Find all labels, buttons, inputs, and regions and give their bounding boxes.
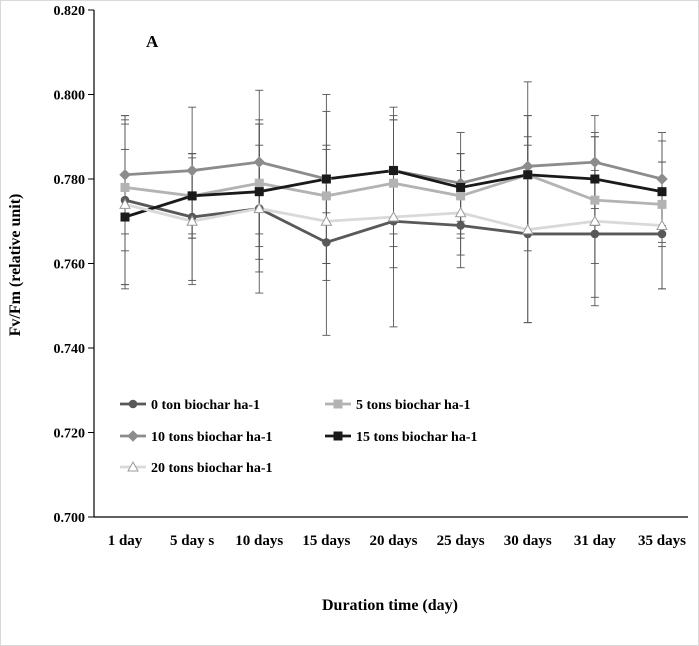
data-point-s2-6 xyxy=(522,160,534,173)
data-point-s4-1 xyxy=(186,215,198,226)
data-point-s3-5 xyxy=(456,182,466,192)
data-point-s1-5 xyxy=(456,191,466,201)
x-axis-title: Duration time (day) xyxy=(322,597,458,614)
data-point-s2-8 xyxy=(656,173,668,185)
data-point-s0-5 xyxy=(456,221,465,230)
legend-marker-3 xyxy=(333,431,343,441)
data-point-s3-8 xyxy=(657,187,667,197)
data-point-s3-2 xyxy=(254,187,264,197)
error-bars xyxy=(121,81,666,336)
x-tick-label: 20 days xyxy=(370,533,418,549)
x-tick-label: 10 days xyxy=(235,533,283,549)
legend-label-1: 5 tons biochar ha-1 xyxy=(356,398,470,413)
x-tick-label: 25 days xyxy=(437,533,485,549)
y-axis-title: Fv/Fm (relative unit) xyxy=(7,194,24,337)
data-point-s4-0 xyxy=(119,198,131,209)
data-point-s4-8 xyxy=(656,219,668,230)
x-tick-label: 1 day xyxy=(108,533,143,549)
legend-label-2: 10 tons biochar ha-1 xyxy=(151,430,272,445)
data-point-s3-3 xyxy=(321,174,331,184)
x-tick-label: 31 day xyxy=(574,533,617,549)
legend-label-4: 20 tons biochar ha-1 xyxy=(151,461,272,476)
y-tick-label: 0.800 xyxy=(54,89,86,104)
x-tick-label: 30 days xyxy=(504,533,552,549)
data-point-s4-2 xyxy=(253,202,266,214)
legend-label-0: 0 ton biochar ha-1 xyxy=(151,398,260,413)
legend-marker-0 xyxy=(128,399,138,409)
legend-marker-2 xyxy=(127,430,139,442)
y-tick-label: 0.740 xyxy=(54,342,86,357)
data-point-s1-8 xyxy=(657,199,667,209)
data-point-s1-7 xyxy=(590,195,600,205)
y-tick-label: 0.780 xyxy=(54,173,86,188)
data-point-s1-2 xyxy=(254,178,264,188)
legend-label-3: 15 tons biochar ha-1 xyxy=(356,430,477,445)
axes xyxy=(88,9,688,518)
data-point-s0-8 xyxy=(657,229,667,239)
y-tick-label: 0.820 xyxy=(54,4,86,19)
data-point-s4-5 xyxy=(454,206,467,218)
legend-marker-4 xyxy=(127,460,139,472)
data-point-s4-7 xyxy=(589,215,601,226)
series-markers xyxy=(119,156,668,247)
data-point-s3-6 xyxy=(523,170,533,180)
panel-label: A xyxy=(146,32,159,51)
data-point-s4-3 xyxy=(320,215,333,226)
data-point-s1-0 xyxy=(120,182,130,192)
y-tick-label: 0.760 xyxy=(54,258,86,273)
data-point-s0-3 xyxy=(322,238,331,247)
data-point-s2-2 xyxy=(253,156,265,168)
data-point-s3-0 xyxy=(120,212,130,222)
data-point-s1-4 xyxy=(389,178,398,188)
x-tick-label: 15 days xyxy=(302,533,350,549)
data-point-s2-7 xyxy=(589,156,601,168)
data-point-s3-1 xyxy=(187,191,197,201)
data-point-s2-0 xyxy=(119,169,131,181)
tick-labels: 0.700 0.720 0.740 0.760 0.780 0.800 0.820 1 day… xyxy=(54,4,687,549)
data-point-s3-7 xyxy=(590,174,600,184)
legend: 0 ton biochar ha-1 5 tons biochar ha-1 10 … xyxy=(120,398,477,476)
data-point-s3-4 xyxy=(389,166,398,176)
y-tick-label: 0.700 xyxy=(54,511,86,526)
x-tick-label: 35 days xyxy=(638,533,686,549)
x-tick-label: 5 day s xyxy=(170,533,214,549)
data-point-s4-4 xyxy=(387,210,400,222)
data-point-s1-3 xyxy=(321,191,331,201)
data-point-s4-6 xyxy=(521,223,534,235)
y-tick-label: 0.720 xyxy=(54,427,86,442)
data-point-s2-1 xyxy=(186,164,198,177)
legend-marker-1 xyxy=(333,399,343,409)
data-point-s0-7 xyxy=(590,229,600,239)
